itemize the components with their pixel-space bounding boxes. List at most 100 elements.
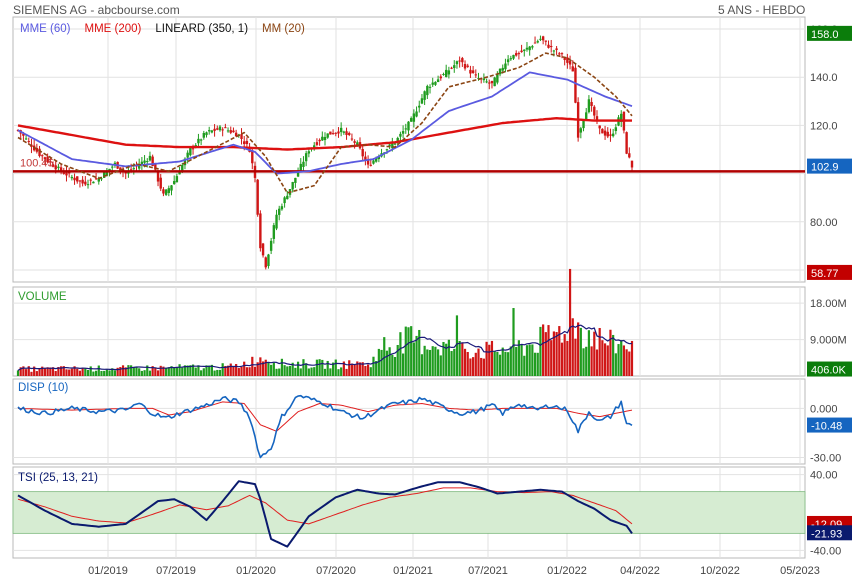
candle-body: [105, 170, 109, 176]
candle-body: [377, 156, 381, 160]
volume-bar: [555, 332, 558, 376]
volume-bar: [154, 367, 157, 376]
x-tick-label: 01/2019: [88, 565, 128, 577]
candle-body: [525, 47, 529, 50]
candle-body: [590, 102, 593, 107]
volume-bar: [97, 365, 100, 376]
volume-bar: [469, 358, 472, 376]
volume-bar: [86, 370, 90, 376]
volume-bar: [41, 366, 44, 376]
volume-bar: [361, 362, 364, 376]
volume-bar: [593, 331, 596, 376]
volume-bar: [30, 371, 33, 376]
volume-bar: [89, 366, 92, 376]
candle-body: [391, 143, 394, 149]
y-tick-label: -30.00: [810, 452, 841, 464]
candle-body: [593, 106, 596, 116]
candle-body: [146, 161, 149, 163]
candle-body: [512, 54, 515, 59]
volume-bar: [410, 326, 413, 376]
candle-body: [531, 46, 534, 48]
tsi-signal-line: [17, 487, 633, 525]
candle-body: [447, 70, 451, 75]
candle-body: [43, 157, 47, 160]
candle-body: [337, 131, 340, 134]
volume-bar: [528, 344, 531, 376]
candle-body: [517, 53, 521, 55]
volume-bar: [299, 368, 302, 376]
volume-bar: [542, 324, 545, 376]
volume-bar: [517, 340, 520, 376]
volume-bar: [245, 367, 249, 376]
volume-bar: [127, 365, 130, 376]
candle-body: [78, 180, 82, 182]
candle-body: [92, 181, 95, 184]
volume-bar: [439, 355, 442, 376]
candle-body: [418, 105, 421, 108]
volume-bar: [286, 366, 289, 376]
candle-body: [97, 178, 100, 182]
volume-bar: [426, 349, 429, 376]
period-label: 5 ANS - HEBDO: [718, 3, 806, 17]
volume-bar: [442, 341, 445, 376]
candle-body: [205, 132, 208, 136]
volume-bar: [614, 353, 617, 376]
volume-bar: [520, 344, 523, 376]
candle-body: [148, 155, 152, 161]
volume-bar: [525, 345, 529, 376]
candle-body: [423, 91, 426, 100]
candle-body: [407, 121, 410, 131]
volume-bar: [566, 340, 569, 376]
candle-body: [321, 136, 324, 141]
volume-bar: [267, 363, 270, 376]
candle-body: [393, 143, 397, 145]
volume-bar: [183, 365, 187, 376]
volume-bar: [415, 335, 418, 376]
candle-body: [24, 138, 28, 140]
candle-body: [625, 132, 628, 154]
volume-bar: [240, 366, 243, 376]
volume-bar: [170, 366, 173, 376]
volume-bar: [348, 360, 351, 376]
volume-bar: [210, 364, 213, 376]
volume-bar: [253, 366, 257, 376]
volume-bar: [197, 365, 200, 376]
candle-body: [59, 167, 63, 172]
volume-bar: [356, 361, 359, 376]
candle-body: [488, 82, 491, 84]
volume-bar: [100, 370, 103, 376]
candle-body: [49, 161, 52, 163]
candle-body: [560, 53, 564, 55]
candle-body: [520, 50, 523, 53]
candle-body: [199, 139, 203, 141]
volume-bar: [617, 344, 620, 376]
candle-body: [385, 149, 389, 151]
candle-body: [409, 118, 413, 122]
volume-bar: [453, 348, 456, 376]
candle-body: [140, 161, 144, 166]
volume-bar: [372, 356, 375, 376]
volume-bar: [523, 355, 526, 376]
candle-body: [213, 128, 216, 131]
volume-bar: [496, 351, 499, 376]
volume-bar: [493, 351, 496, 376]
value-badge: [807, 361, 852, 377]
volume-bar: [313, 367, 316, 376]
volume-bar: [302, 359, 305, 376]
candle-body: [458, 60, 461, 62]
volume-bar: [259, 357, 262, 376]
candle-body: [523, 49, 526, 52]
volume-bar: [571, 318, 574, 376]
candle-body: [175, 176, 179, 183]
volume-bar: [445, 343, 448, 376]
volume-bar: [146, 365, 149, 376]
volume-bar: [364, 365, 367, 376]
candle-body: [132, 168, 135, 170]
value-badge-text: 102.9: [811, 162, 839, 174]
candle-body: [76, 176, 79, 182]
volume-bar: [62, 366, 65, 376]
value-badge: [807, 25, 852, 41]
candle-body: [504, 63, 507, 70]
candle-body: [606, 131, 609, 137]
